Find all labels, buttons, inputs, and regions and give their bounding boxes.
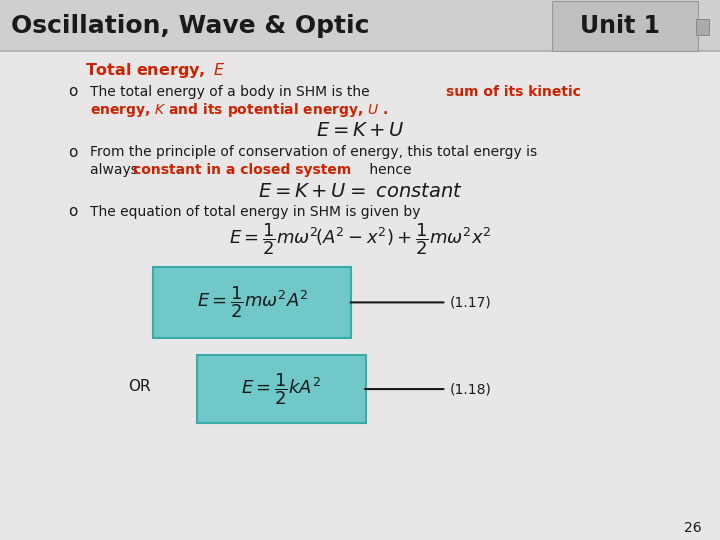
Text: (1.17): (1.17): [450, 295, 492, 309]
Text: 26: 26: [685, 521, 702, 535]
Text: The total energy of a body in SHM is the: The total energy of a body in SHM is the: [90, 85, 374, 99]
Text: constant in a closed system: constant in a closed system: [133, 163, 351, 177]
Text: o: o: [68, 145, 77, 160]
Text: o: o: [68, 204, 77, 219]
Bar: [696, 19, 709, 36]
Bar: [0, 0, 720, 51]
Text: From the principle of conservation of energy, this total energy is: From the principle of conservation of en…: [90, 145, 537, 159]
Text: The equation of total energy in SHM is given by: The equation of total energy in SHM is g…: [90, 205, 420, 219]
Text: hence: hence: [365, 163, 412, 177]
Text: $E = K + U$: $E = K + U$: [315, 121, 405, 140]
Text: $E = \dfrac{1}{2}m\omega^2\!\left(A^2 - x^2\right) + \dfrac{1}{2}m\omega^2 x^2$: $E = \dfrac{1}{2}m\omega^2\!\left(A^2 - …: [229, 221, 491, 256]
FancyBboxPatch shape: [197, 355, 366, 423]
Text: o: o: [68, 84, 77, 99]
FancyBboxPatch shape: [552, 1, 698, 51]
Text: sum of its kinetic: sum of its kinetic: [446, 85, 581, 99]
Text: energy, $\mathit{K}$ and its potential energy, $\mathit{U}$ .: energy, $\mathit{K}$ and its potential e…: [90, 101, 388, 119]
Text: $\mathbf{Total\ energy,}\ \mathit{E}$: $\mathbf{Total\ energy,}\ \mathit{E}$: [85, 60, 225, 80]
Text: $E = \dfrac{1}{2}m\omega^2 A^2$: $E = \dfrac{1}{2}m\omega^2 A^2$: [197, 285, 308, 320]
Text: (1.18): (1.18): [450, 382, 492, 396]
Text: $E = K + U =$ constant: $E = K + U =$ constant: [258, 182, 462, 201]
Text: Oscillation, Wave & Optic: Oscillation, Wave & Optic: [11, 14, 369, 38]
FancyBboxPatch shape: [153, 267, 351, 338]
Text: Unit 1: Unit 1: [580, 14, 660, 38]
Text: $E = \dfrac{1}{2}kA^2$: $E = \dfrac{1}{2}kA^2$: [241, 371, 321, 407]
Text: OR: OR: [128, 379, 150, 394]
Text: always: always: [90, 163, 143, 177]
